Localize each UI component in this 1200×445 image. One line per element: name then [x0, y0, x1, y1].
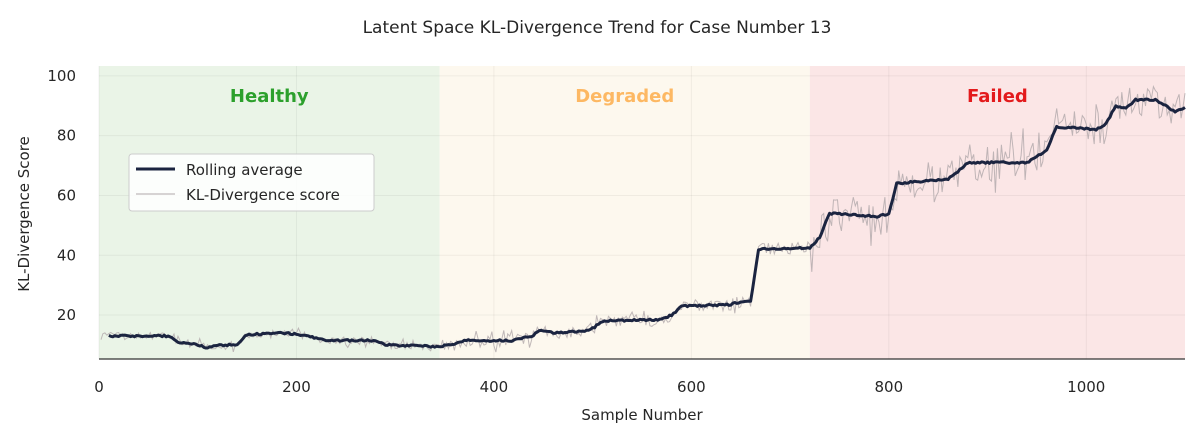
region-label-healthy: Healthy: [230, 86, 309, 107]
x-tick-label: 400: [480, 378, 509, 396]
x-axis-label: Sample Number: [581, 406, 703, 424]
region-degraded: [439, 66, 810, 359]
y-tick-label: 20: [57, 306, 76, 324]
chart-title: Latent Space KL-Divergence Trend for Cas…: [363, 18, 832, 38]
legend-label-kl-score: KL-Divergence score: [186, 186, 340, 204]
y-tick-label: 80: [57, 127, 76, 145]
region-healthy: [99, 66, 440, 359]
y-tick-label: 40: [57, 246, 76, 264]
legend-label-rolling-average: Rolling average: [186, 161, 303, 179]
y-axis-label: KL-Divergence Score: [15, 136, 33, 292]
x-tick-label: 200: [282, 378, 311, 396]
x-tick-label: 0: [94, 378, 104, 396]
x-tick-label: 1000: [1067, 378, 1105, 396]
y-tick-label: 60: [57, 186, 76, 204]
region-label-failed: Failed: [967, 86, 1028, 107]
x-tick-label: 600: [677, 378, 706, 396]
rolling-average-line: [108, 97, 1186, 350]
legend: Rolling average KL-Divergence score: [128, 153, 375, 212]
x-tick-label: 800: [874, 378, 903, 396]
y-tick-label: 100: [47, 67, 76, 85]
region-label-degraded: Degraded: [575, 86, 674, 107]
